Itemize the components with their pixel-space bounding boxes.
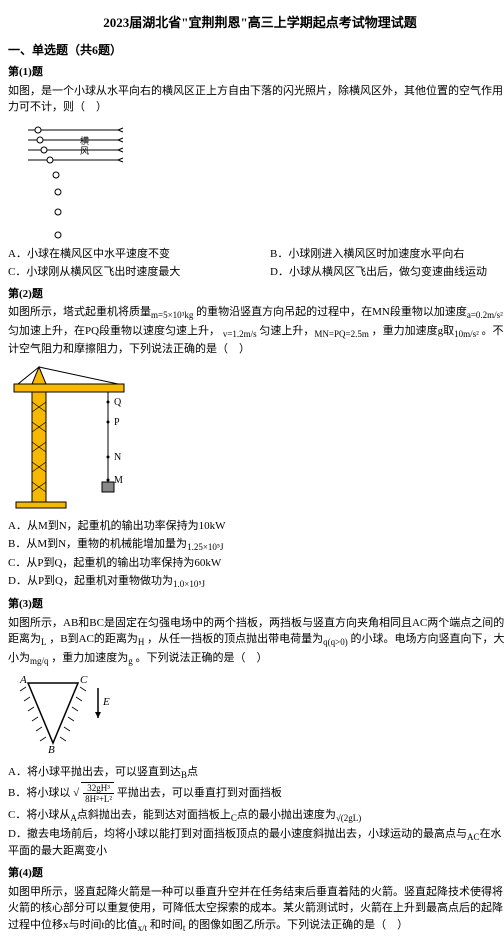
q2-options: A．从M到N，起重机的输出功率保持为10kW B．从M到N，重物的机械能增加量为… — [8, 516, 504, 590]
q3-A: A — [19, 674, 27, 686]
q1-optB[interactable]: B．小球刚进入横风区时加速度水平向右 — [270, 244, 504, 262]
q1-windlabel2: 风 — [80, 146, 89, 156]
q2-M: M — [114, 475, 123, 486]
q1-figure: 横 风 — [8, 120, 504, 240]
q3-B: B — [48, 744, 55, 756]
q2-P: P — [114, 417, 120, 428]
q1-optA[interactable]: A．小球在横风区中水平速度不变 — [8, 244, 250, 262]
q2-figure: Q P N M — [8, 362, 504, 512]
q3-heading: 第(3)题 — [8, 596, 504, 613]
q2-N: N — [114, 452, 121, 463]
q4-stem: 如图甲所示，竖直起降火箭是一种可以垂直升空并在任务结束后垂直着陆的火箭。竖直起降… — [8, 884, 504, 936]
section-heading: 一、单选题（共6题） — [8, 41, 504, 58]
q3-optC[interactable]: C．将小球从A点斜抛出去，能到达对面挡板上C点的最小抛出速度为√(2gL) — [8, 805, 504, 824]
q4-heading: 第(4)题 — [8, 865, 504, 882]
q3-figure: A C B E — [8, 673, 504, 758]
q3-stem: 如图所示，AB和BC是固定在匀强电场中的两个挡板，两挡板与竖直方向夹角相同且AC… — [8, 615, 504, 669]
q1-heading: 第(1)题 — [8, 64, 504, 81]
q2-optC[interactable]: C．从P到Q，起重机的输出功率保持为60kW — [8, 553, 504, 571]
q3-optD[interactable]: D．撤去电场前后，均将小球以能打到对面挡板顶点的最小速度斜抛出去，小球运动的最高… — [8, 824, 504, 859]
q1-optD[interactable]: D．小球从横风区飞出后，做匀变速曲线运动 — [270, 262, 504, 280]
q3-C: C — [80, 674, 88, 686]
page-title: 2023届湖北省"宜荆荆恩"高三上学期起点考试物理试题 — [8, 12, 504, 31]
q1-options: A．小球在横风区中水平速度不变 B．小球刚进入横风区时加速度水平向右 C．小球刚… — [8, 244, 504, 280]
q1-optC[interactable]: C．小球刚从横风区飞出时速度最大 — [8, 262, 250, 280]
q1-stem: 如图，是一个小球从水平向右的横风区正上方自由下落的闪光照片，除横风区外，其他位置… — [8, 83, 504, 116]
q3-E: E — [102, 696, 110, 708]
q2-optD[interactable]: D．从P到Q，起重机对重物做功为1.0×10⁵J — [8, 571, 504, 590]
q3-options: A．将小球平抛出去，可以竖直到达B点 B．将小球以 √32gH³8H²+L² 平… — [8, 762, 504, 860]
q2-Q: Q — [114, 397, 122, 408]
q2-optB[interactable]: B．从M到N，重物的机械能增加量为1.25×10⁵J — [8, 534, 504, 553]
q3-optB[interactable]: B．将小球以 √32gH³8H²+L² 平抛出去，可以垂直打到对面挡板 — [8, 781, 504, 805]
q1-windlabel: 横 — [80, 135, 89, 146]
q2-stem: 如图所示，塔式起重机将质量m=5×10³kg 的重物沿竖直方向吊起的过程中，在M… — [8, 304, 504, 358]
q2-optA[interactable]: A．从M到N，起重机的输出功率保持为10kW — [8, 516, 504, 534]
q2-heading: 第(2)题 — [8, 286, 504, 303]
q3-optA[interactable]: A．将小球平抛出去，可以竖直到达B点 — [8, 762, 504, 781]
